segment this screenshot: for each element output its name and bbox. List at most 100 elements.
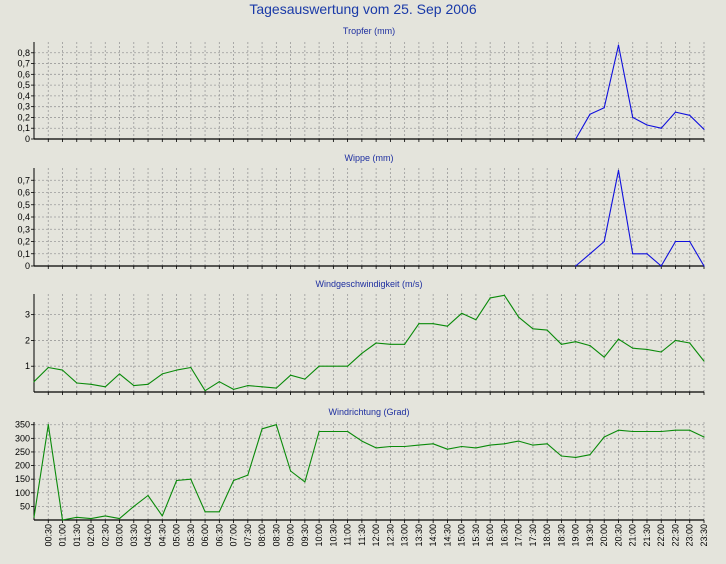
x-tick-label: 07:00 [229,524,239,547]
x-tick-label: 03:00 [115,524,125,547]
x-tick-label: 08:00 [257,524,267,547]
data-point [347,365,349,367]
data-point [76,516,78,518]
data-point [232,479,235,482]
plot-area-3 [34,294,704,392]
y-tick-label: 0,6 [17,188,30,198]
y-tick-label: 0,2 [17,112,30,122]
x-tick-label: 04:30 [157,524,167,547]
plot-area-2 [34,168,704,266]
data-point [61,519,64,521]
data-point [218,511,220,513]
data-point [375,342,377,344]
data-point [204,390,206,392]
data-point [703,360,705,362]
x-tick-label: 03:30 [129,524,139,547]
data-point [175,479,178,482]
data-point [518,316,520,318]
series-line-1 [575,44,705,140]
x-tick-label: 14:00 [428,524,438,547]
data-point [389,343,391,345]
data-point [261,386,263,388]
y-tick-label: 0 [25,261,30,271]
x-tick-label: 01:00 [58,524,68,547]
x-tick-label: 10:30 [328,524,338,547]
data-point [361,440,363,442]
data-point [674,240,677,243]
data-point [190,366,192,369]
y-tick-label: 0,7 [17,175,30,185]
data-point [703,436,705,438]
data-point [689,114,691,116]
data-point [632,253,634,255]
y-tick-label: 0,1 [17,123,30,133]
x-tick-label: 06:30 [214,524,224,547]
data-point [603,356,605,358]
data-point [689,429,691,431]
data-point [560,455,563,457]
data-point [660,351,662,353]
data-point [118,518,121,520]
x-tick-label: 18:30 [556,524,566,547]
x-tick-label: 13:30 [414,524,424,547]
panel-title-1: Tropfer (mm) [343,26,395,36]
data-point [133,505,135,507]
data-point [546,329,548,331]
data-point [275,387,277,389]
x-tick-label: 09:30 [300,524,310,547]
data-point [432,323,434,325]
data-point [247,384,249,387]
y-tick-label: 0,1 [17,249,30,259]
x-tick-label: 12:00 [371,524,381,547]
x-tick-label: 23:00 [685,524,695,547]
data-point [703,128,705,130]
y-tick-label: 150 [15,474,30,484]
x-tick-label: 20:00 [599,524,609,547]
data-point [361,352,363,354]
y-tick-label: 0,3 [17,102,30,112]
data-point [147,383,149,385]
y-tick-label: 350 [15,420,30,430]
data-point [546,443,548,445]
x-tick-label: 15:30 [471,524,481,547]
data-point [646,124,648,126]
data-point [617,44,620,46]
x-tick-label: 11:00 [343,524,353,546]
data-point [289,470,292,472]
x-tick-label: 11:30 [357,524,367,546]
x-tick-label: 14:30 [442,524,452,547]
data-point [61,369,64,371]
data-point [133,384,135,387]
data-point [275,424,277,426]
data-point [617,338,620,340]
y-tick-label: 0,4 [17,91,30,101]
data-point [332,365,334,367]
x-tick-label: 05:30 [186,524,196,547]
data-point [646,348,648,351]
data-point [503,294,506,296]
panel-title-2: Wippe (mm) [345,153,394,163]
data-point [660,265,662,267]
data-point [532,444,534,446]
y-tick-label: 0,7 [17,59,30,69]
data-point [218,381,220,383]
data-point [674,339,677,342]
data-point [461,445,463,448]
x-tick-label: 04:00 [143,524,153,547]
x-tick-label: 22:00 [656,524,666,547]
y-tick-label: 0,3 [17,224,30,234]
data-point [660,430,662,433]
data-point [674,111,677,113]
x-tick-label: 12:30 [385,524,395,547]
data-point [503,443,506,445]
panel-title-4: Windrichtung (Grad) [328,407,409,417]
y-tick-label: 200 [15,461,30,471]
x-tick-label: 01:30 [72,524,82,547]
x-tick-label: 13:00 [400,524,410,547]
data-point [589,454,591,456]
data-point [318,430,320,433]
data-point [603,240,605,243]
x-tick-label: 21:00 [628,524,638,547]
data-point [90,518,92,520]
